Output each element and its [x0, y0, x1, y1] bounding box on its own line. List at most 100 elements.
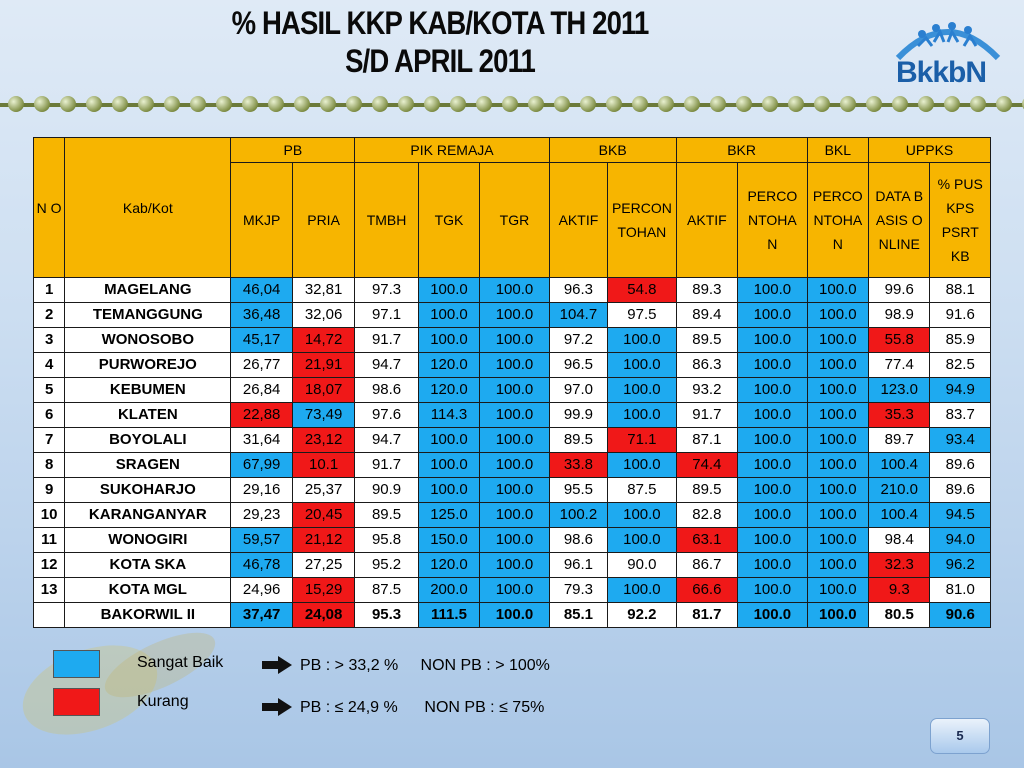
- table-row: 1 MAGELANG 46,04 32,81 97.3 100.0 100.0 96.3 54.…: [32, 277, 991, 303]
- table-cell: 94.9: [929, 377, 991, 403]
- table-cell: 32,06: [291, 302, 356, 328]
- row-kab-name: SUKOHARJO: [64, 477, 232, 503]
- table-cell: 100.0: [737, 402, 808, 428]
- row-kab-name: SRAGEN: [64, 452, 232, 478]
- table-cell: 100.0: [806, 577, 870, 603]
- header-bkb-aktif: AKTIF: [548, 162, 609, 278]
- table-cell: 97.5: [607, 302, 677, 328]
- table-cell: 26,84: [230, 377, 293, 403]
- table-cell: 100.4: [868, 452, 931, 478]
- table-cell: 100.0: [737, 377, 808, 403]
- table-cell: 94.7: [354, 352, 419, 378]
- header-tmbh: TMBH: [354, 162, 419, 278]
- table-cell: 100.0: [417, 327, 481, 353]
- table-cell: 24,96: [230, 577, 293, 603]
- table-cell: 21,91: [291, 352, 356, 378]
- table-row: 6 KLATEN 22,88 73,49 97.6 114.3 100.0 99.9 100.0…: [32, 402, 991, 428]
- header-group-bkl: BKL: [806, 137, 870, 163]
- table-cell: 91.7: [675, 402, 739, 428]
- table-cell: 100.0: [479, 402, 550, 428]
- table-row: 4 PURWOREJO 26,77 21,91 94.7 120.0 100.0 96.5 10…: [32, 352, 991, 378]
- table-cell: 200.0: [417, 577, 481, 603]
- bead-divider: [0, 92, 1024, 116]
- table-cell: 92.2: [607, 602, 677, 628]
- header-bkl-percontohan: PERCONTOHAN: [806, 162, 870, 278]
- table-cell: 125.0: [417, 502, 481, 528]
- table-cell: 90.6: [929, 602, 991, 628]
- page-number: 5: [930, 718, 990, 754]
- table-cell: 89.7: [868, 427, 931, 453]
- kkp-results-table: N O Kab/Kot PB PIK REMAJA BKB BKR BKL UP…: [32, 137, 991, 628]
- title-line-1: % HASIL KKP KAB/KOTA TH 2011: [231, 5, 650, 41]
- table-cell: 91.7: [354, 327, 419, 353]
- header-group-pik: PIK REMAJA: [354, 137, 550, 163]
- table-cell: 100.0: [806, 377, 870, 403]
- row-kab-name: KOTA MGL: [64, 577, 232, 603]
- table-cell: 100.0: [479, 577, 550, 603]
- table-cell: 18,07: [291, 377, 356, 403]
- table-cell: 100.0: [417, 452, 481, 478]
- table-cell: 33.8: [548, 452, 609, 478]
- row-kab-name: BOYOLALI: [64, 427, 232, 453]
- table-cell: 87.5: [607, 477, 677, 503]
- table-cell: 99.6: [868, 277, 931, 303]
- table-cell: 15,29: [291, 577, 356, 603]
- header-data-basis-online: DATA BASIS ONLINE: [868, 162, 931, 278]
- row-number: 6: [32, 402, 66, 428]
- table-cell: 100.0: [737, 527, 808, 553]
- table-cell: 100.0: [737, 427, 808, 453]
- header-mkjp: MKJP: [230, 162, 293, 278]
- table-cell: 89.6: [929, 477, 991, 503]
- table-cell: 82.5: [929, 352, 991, 378]
- table-cell: 95.5: [548, 477, 609, 503]
- row-kab-name: BAKORWIL II: [64, 602, 232, 628]
- table-cell: 96.5: [548, 352, 609, 378]
- arrow-right-icon: [262, 656, 292, 674]
- table-cell: 97.0: [548, 377, 609, 403]
- table-row: 3 WONOSOBO 45,17 14,72 91.7 100.0 100.0 97.2 100…: [32, 327, 991, 353]
- table-cell: 79.3: [548, 577, 609, 603]
- table-cell: 27,25: [291, 552, 356, 578]
- table-cell: 89.5: [675, 477, 739, 503]
- title-line-2: S/D APRIL 2011: [345, 43, 536, 79]
- table-cell: 46,04: [230, 277, 293, 303]
- table-cell: 14,72: [291, 327, 356, 353]
- table-cell: 31,64: [230, 427, 293, 453]
- table-cell: 100.0: [737, 602, 808, 628]
- table-cell: 100.4: [868, 502, 931, 528]
- table-cell: 100.0: [737, 552, 808, 578]
- table-cell: 29,16: [230, 477, 293, 503]
- table-cell: 32,81: [291, 277, 356, 303]
- row-number: 2: [32, 302, 66, 328]
- table-cell: 120.0: [417, 352, 481, 378]
- table-cell: 29,23: [230, 502, 293, 528]
- table-row: 8 SRAGEN 67,99 10.1 91.7 100.0 100.0 33.8 100.0 7…: [32, 452, 991, 478]
- table-row: 9 SUKOHARJO 29,16 25,37 90.9 100.0 100.0 95.5 87…: [32, 477, 991, 503]
- table-cell: 96.2: [929, 552, 991, 578]
- row-kab-name: WONOGIRI: [64, 527, 232, 553]
- table-cell: 100.0: [607, 402, 677, 428]
- table-cell: 83.7: [929, 402, 991, 428]
- slide-title: % HASIL KKP KAB/KOTA TH 2011 S/D APRIL 2…: [191, 4, 690, 80]
- table-cell: 100.0: [737, 502, 808, 528]
- table-cell: 100.0: [417, 477, 481, 503]
- row-number: 10: [32, 502, 66, 528]
- table-cell: 36,48: [230, 302, 293, 328]
- table-cell: 87.5: [354, 577, 419, 603]
- decorative-stamp: [22, 632, 216, 735]
- table-cell: 100.0: [737, 577, 808, 603]
- table-cell: 91.7: [354, 452, 419, 478]
- header-group-bkr: BKR: [675, 137, 808, 163]
- header-group-pb: PB: [230, 137, 356, 163]
- legend-blue-swatch: [53, 650, 100, 678]
- table-cell: 100.2: [548, 502, 609, 528]
- header-no: N O: [32, 137, 66, 278]
- table-cell: 100.0: [479, 327, 550, 353]
- table-cell: 22,88: [230, 402, 293, 428]
- table-cell: 100.0: [479, 277, 550, 303]
- row-kab-name: WONOSOBO: [64, 327, 232, 353]
- row-number: 7: [32, 427, 66, 453]
- table-cell: 89.3: [675, 277, 739, 303]
- row-kab-name: KOTA SKA: [64, 552, 232, 578]
- table-cell: 89.4: [675, 302, 739, 328]
